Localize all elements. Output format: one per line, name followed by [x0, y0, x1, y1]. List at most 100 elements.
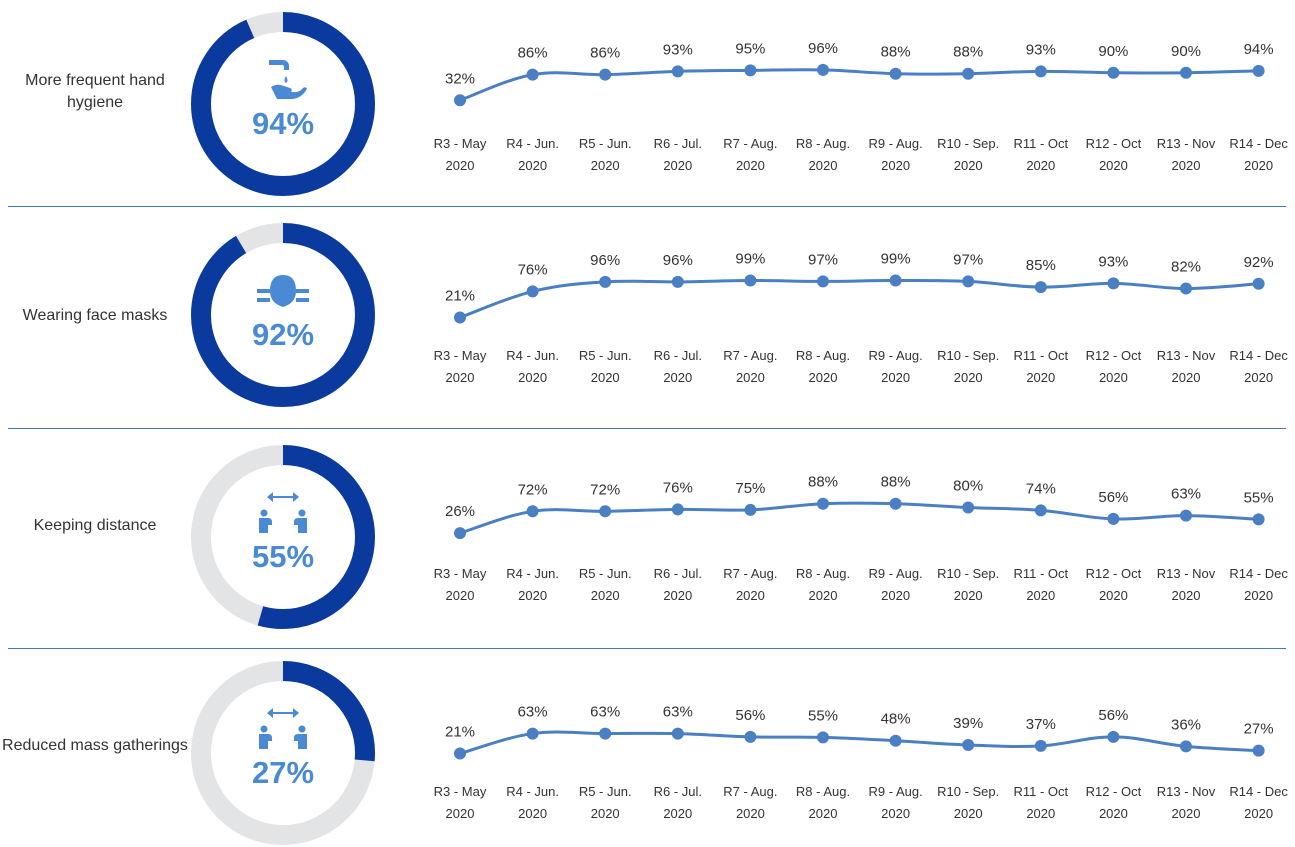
data-label: 86%	[518, 45, 548, 62]
data-point	[454, 747, 466, 760]
data-point	[1107, 730, 1120, 743]
data-point	[889, 274, 902, 287]
x-tick-year: 2020	[881, 158, 910, 173]
data-point	[599, 275, 612, 288]
x-tick-label: R14 - Dec	[1229, 784, 1288, 799]
data-label: 88%	[881, 44, 911, 61]
data-point	[454, 311, 466, 324]
data-label: 88%	[881, 474, 911, 491]
data-label: 92%	[1244, 254, 1274, 271]
data-point	[817, 731, 829, 744]
row-label: Keeping distance	[33, 517, 157, 534]
donut-value-arc	[191, 661, 375, 845]
x-tick-label: R7 - Aug.	[723, 348, 777, 363]
data-label: 96%	[590, 252, 620, 269]
x-tick-label: R14 - Dec	[1229, 136, 1288, 151]
data-point	[1034, 65, 1047, 78]
x-tick-year: 2020	[736, 588, 765, 603]
data-point	[744, 730, 757, 743]
data-point	[1252, 64, 1265, 77]
data-point	[889, 67, 902, 80]
x-tick-year: 2020	[954, 588, 983, 603]
data-label: 86%	[590, 45, 620, 62]
data-label: 75%	[735, 480, 765, 497]
data-point	[526, 68, 539, 81]
data-label: 27%	[1244, 721, 1274, 738]
data-label: 63%	[590, 704, 620, 721]
data-label: 99%	[881, 250, 911, 267]
x-tick-label: R13 - Nov	[1157, 566, 1216, 581]
series-line	[459, 278, 1259, 319]
donut-chart: 94%	[191, 12, 375, 196]
x-tick-label: R9 - Aug.	[868, 566, 922, 581]
x-tick-label: R8 - Aug.	[796, 784, 850, 799]
x-tick-label: R12 - Oct	[1086, 566, 1142, 581]
data-point	[599, 68, 612, 81]
data-point	[526, 727, 539, 740]
x-tick-year: 2020	[518, 370, 547, 385]
x-tick-year: 2020	[518, 588, 547, 603]
x-tick-year: 2020	[446, 158, 475, 173]
x-tick-label: R5 - Jun.	[579, 566, 632, 581]
x-tick-label: R4 - Jun.	[506, 566, 559, 581]
data-label: 72%	[590, 481, 620, 498]
data-point	[599, 727, 612, 740]
x-tick-year: 2020	[1172, 370, 1201, 385]
x-tick-year: 2020	[809, 158, 838, 173]
data-point	[671, 503, 684, 516]
data-label: 76%	[663, 479, 693, 496]
data-label: 93%	[663, 41, 693, 58]
x-tick-year: 2020	[1099, 370, 1128, 385]
data-point	[817, 63, 829, 76]
x-tick-year: 2020	[591, 158, 620, 173]
data-label: 21%	[445, 724, 475, 741]
x-tick-year: 2020	[736, 158, 765, 173]
data-label: 63%	[663, 704, 693, 721]
x-tick-label: R4 - Jun.	[506, 784, 559, 799]
x-tick-label: R9 - Aug.	[868, 136, 922, 151]
x-tick-year: 2020	[1026, 588, 1055, 603]
data-label: 88%	[808, 474, 838, 491]
data-point	[1180, 740, 1192, 753]
data-label: 97%	[808, 251, 838, 268]
data-point	[671, 275, 684, 288]
x-tick-label: R7 - Aug.	[723, 136, 777, 151]
behaviour-row: 94% 32% R3 - May 2020 86% R4 - Jun. 2020 86% R5 …	[191, 12, 1288, 196]
x-tick-label: R8 - Aug.	[796, 136, 850, 151]
data-point	[962, 67, 975, 80]
x-tick-label: R6 - Jul.	[654, 566, 702, 581]
data-point	[454, 527, 466, 540]
row-label: Wearing face masks	[22, 307, 168, 324]
data-label: 96%	[808, 40, 838, 57]
x-tick-year: 2020	[1026, 370, 1055, 385]
x-tick-label: R10 - Sep.	[937, 348, 999, 363]
x-tick-label: R4 - Jun.	[506, 348, 559, 363]
x-tick-year: 2020	[1172, 806, 1201, 821]
data-label: 26%	[445, 503, 475, 520]
x-tick-year: 2020	[1026, 158, 1055, 173]
x-tick-label: R11 - Oct	[1013, 348, 1068, 363]
data-point	[962, 275, 975, 288]
donut-value-arc	[191, 223, 375, 407]
data-point	[526, 505, 539, 518]
data-label: 56%	[735, 707, 765, 724]
x-tick-label: R6 - Jul.	[654, 348, 702, 363]
data-label: 56%	[1098, 707, 1128, 724]
data-point	[1034, 739, 1047, 752]
x-tick-year: 2020	[1099, 806, 1128, 821]
data-label: 37%	[1026, 716, 1056, 733]
data-point	[1107, 277, 1120, 290]
x-tick-label: R11 - Oct	[1013, 566, 1068, 581]
data-point	[962, 738, 975, 751]
x-tick-year: 2020	[663, 806, 692, 821]
x-tick-label: R5 - Jun.	[579, 136, 632, 151]
data-point	[744, 64, 757, 77]
x-tick-year: 2020	[1172, 158, 1201, 173]
donut-percent: 94%	[252, 106, 314, 141]
data-label: 90%	[1098, 43, 1128, 60]
x-tick-label: R6 - Jul.	[654, 784, 702, 799]
data-point	[1107, 512, 1120, 525]
x-tick-year: 2020	[663, 158, 692, 173]
